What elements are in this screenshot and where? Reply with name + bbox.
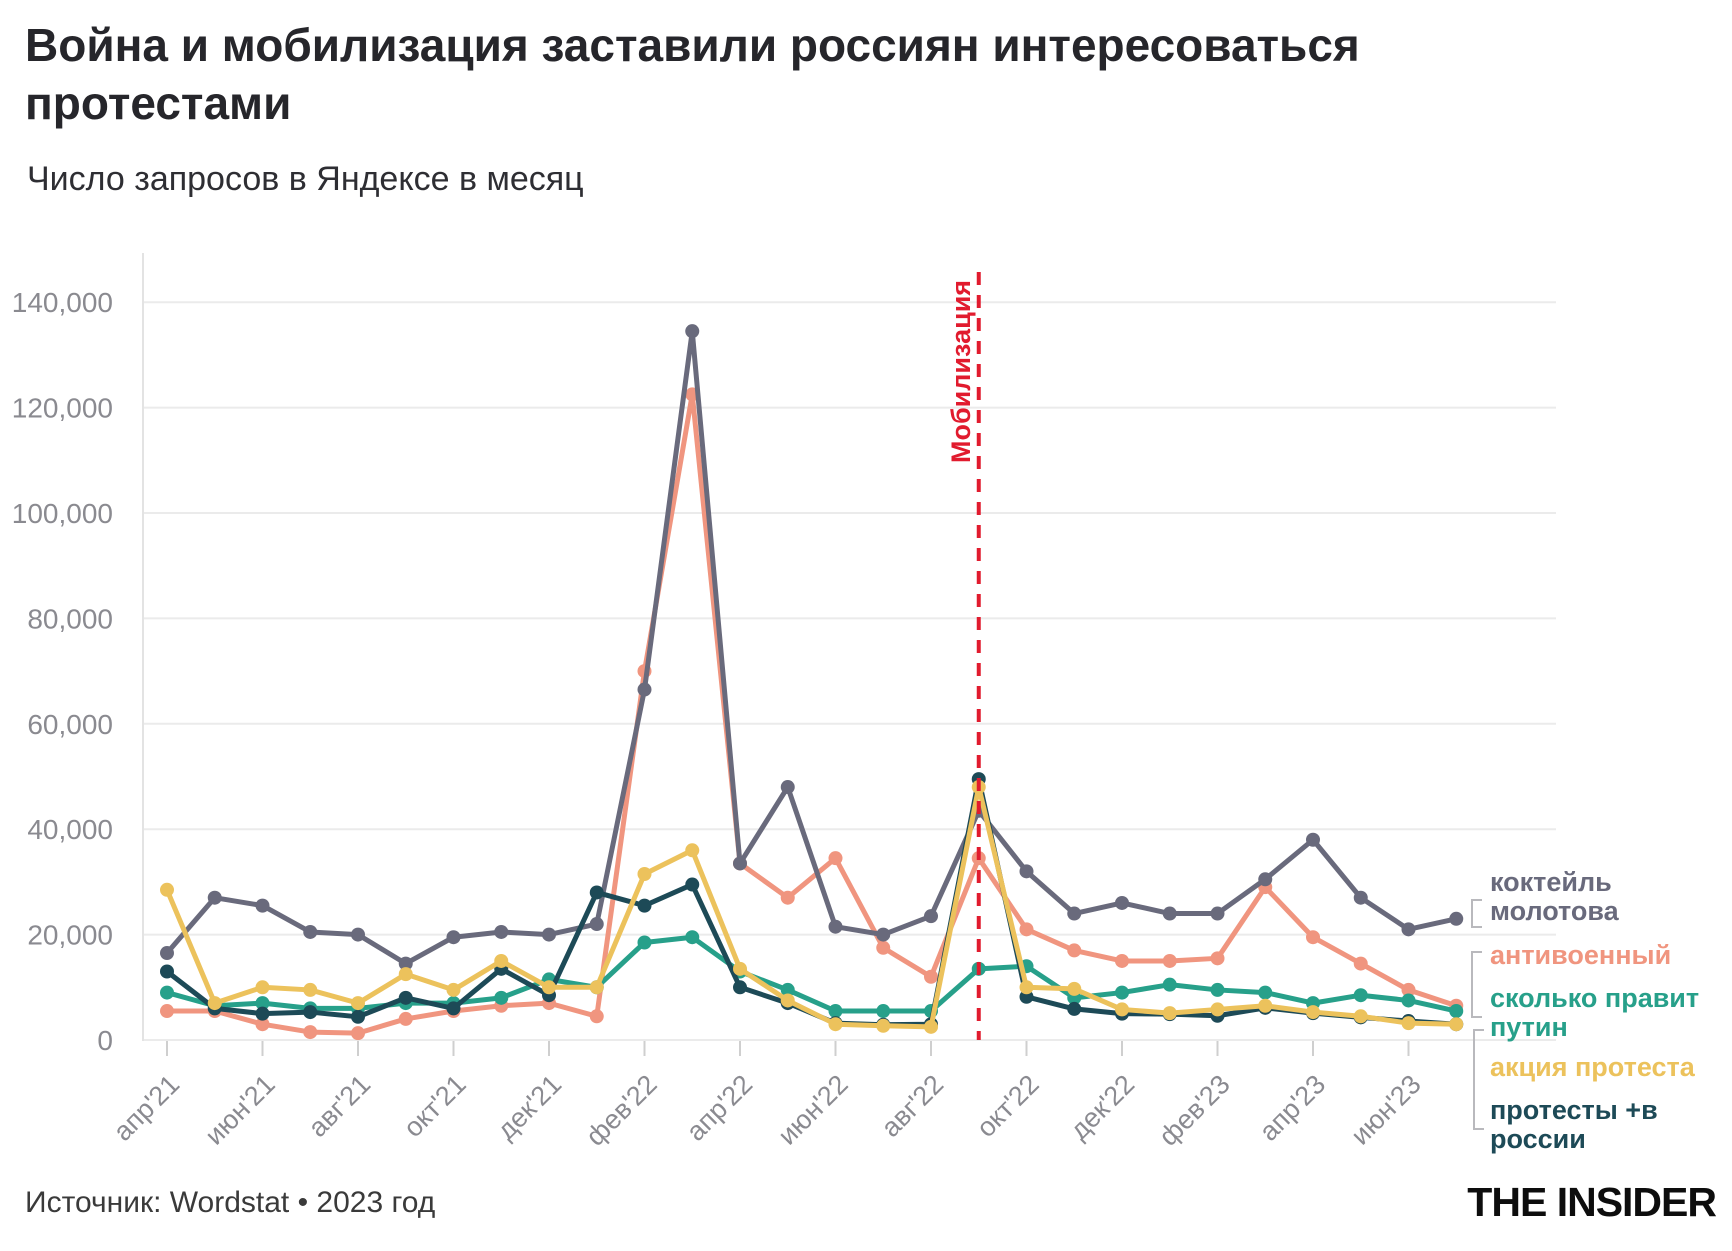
- svg-text:140,000: 140,000: [12, 287, 113, 318]
- series-line-0: [160, 324, 1464, 971]
- svg-text:июн'21: июн'21: [199, 1069, 281, 1151]
- brand-logo: THE INSIDER: [1467, 1179, 1717, 1225]
- mobilization-annotation: Мобилизация: [946, 272, 981, 1040]
- svg-text:дек'22: дек'22: [1064, 1069, 1140, 1145]
- svg-text:60,000: 60,000: [27, 709, 113, 740]
- svg-text:фев'23: фев'23: [1153, 1069, 1236, 1152]
- gridlines: [143, 301, 1556, 1041]
- svg-text:апр'22: апр'22: [681, 1069, 759, 1147]
- svg-text:20,000: 20,000: [27, 920, 113, 951]
- svg-text:дек'21: дек'21: [491, 1069, 567, 1145]
- svg-text:100,000: 100,000: [12, 498, 113, 529]
- svg-text:120,000: 120,000: [12, 393, 113, 424]
- series-line-3: [160, 780, 1464, 1034]
- chart-title: Война и мобилизация заставили россиян ин…: [25, 19, 1360, 130]
- svg-text:40,000: 40,000: [27, 814, 113, 845]
- y-axis-labels: 0 20,000 40,000 60,000 80,000 100,000 120,000 1…: [12, 287, 113, 1056]
- svg-text:апр'21: апр'21: [108, 1069, 186, 1147]
- source-note: Источник: Wordstat • 2023 год: [25, 1186, 436, 1219]
- svg-text:0: 0: [97, 1025, 113, 1056]
- svg-text:окт'21: окт'21: [398, 1069, 472, 1143]
- svg-text:окт'22: окт'22: [971, 1069, 1045, 1143]
- svg-text:июн'23: июн'23: [1345, 1069, 1427, 1151]
- svg-text:80,000: 80,000: [27, 603, 113, 634]
- svg-text:Мобилизация: Мобилизация: [946, 280, 976, 463]
- svg-text:июн'22: июн'22: [772, 1069, 854, 1151]
- x-axis-labels: апр'21 июн'21 авг'21 окт'21 дек'21 фев'22 апр'…: [108, 1069, 1427, 1152]
- x-axis-ticks: [166, 1041, 1410, 1056]
- svg-text:авг'22: авг'22: [875, 1069, 949, 1143]
- chart-subtitle: Число запросов в Яндексе в месяц: [27, 160, 584, 198]
- series-line-1: [160, 387, 1464, 1041]
- svg-text:авг'21: авг'21: [302, 1069, 376, 1143]
- svg-text:фев'22: фев'22: [580, 1069, 663, 1152]
- svg-text:апр'23: апр'23: [1254, 1069, 1332, 1147]
